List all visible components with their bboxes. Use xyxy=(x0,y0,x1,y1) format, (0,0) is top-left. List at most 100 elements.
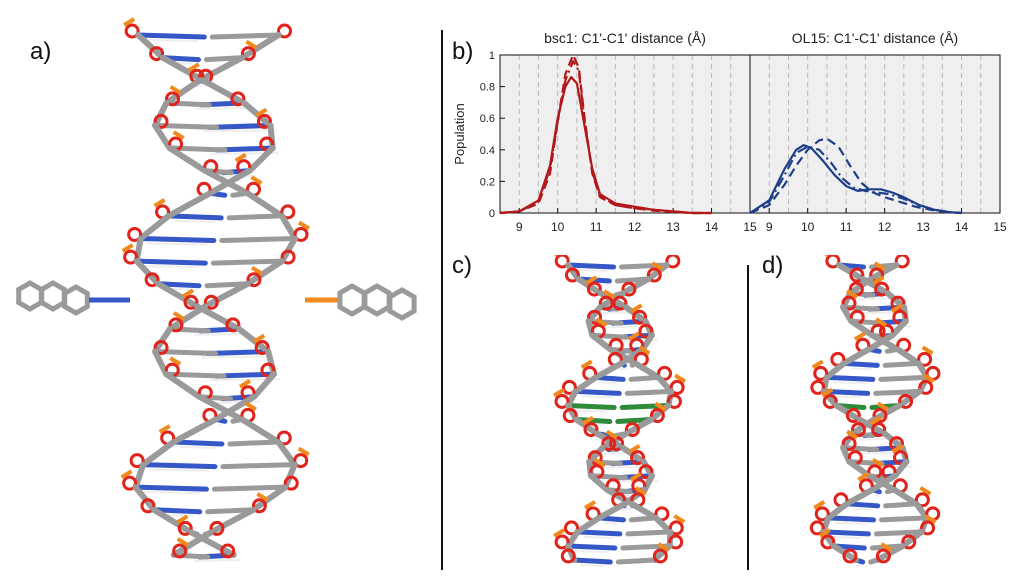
phosphate-stick xyxy=(583,500,597,510)
base-hydrogen xyxy=(193,559,240,562)
phosphate-stick xyxy=(821,387,834,398)
base-stick xyxy=(167,326,211,334)
base-hydrogen xyxy=(142,265,200,269)
phosphate-stick xyxy=(605,429,618,440)
sugar-ring xyxy=(825,255,841,269)
x-tick-label: 9 xyxy=(516,220,523,234)
base-stick xyxy=(820,529,871,537)
sugar-ring xyxy=(842,548,858,564)
plot-area xyxy=(750,55,1000,213)
phosphate-stick xyxy=(250,175,263,185)
sugar-ring xyxy=(621,281,637,297)
base-stick xyxy=(211,484,288,492)
phosphate-stick xyxy=(169,356,182,366)
base-stick xyxy=(873,388,923,396)
panel-c-dna-structure xyxy=(552,255,687,567)
phosphate-stick xyxy=(811,359,824,370)
y-tick-label: 1 xyxy=(489,50,495,62)
sugar-ring xyxy=(554,255,570,269)
aromatic-ring xyxy=(16,280,44,312)
sugar-ring xyxy=(220,543,236,559)
base-stick xyxy=(135,32,207,40)
series-line-dashed xyxy=(749,137,962,215)
base-stick xyxy=(878,374,930,382)
phosphate-stick xyxy=(244,401,257,412)
backbone-stick xyxy=(645,262,670,283)
backbone-stick xyxy=(592,360,625,381)
phosphate-stick xyxy=(176,537,189,547)
y-tick-label: 0.2 xyxy=(480,176,495,188)
base-stick xyxy=(825,515,877,523)
base-hydrogen xyxy=(194,332,245,336)
sugar-ring xyxy=(293,453,309,469)
phosphate-stick xyxy=(654,401,667,412)
backbone-stick xyxy=(865,472,898,493)
base-stick xyxy=(227,439,281,447)
sugar-ring xyxy=(630,450,646,466)
phosphate-stick xyxy=(651,261,664,271)
backbone-stick xyxy=(188,529,237,558)
base-hydrogen xyxy=(215,197,220,201)
base-stick xyxy=(210,258,285,266)
base-hydrogen xyxy=(573,409,609,413)
backbone-stick xyxy=(244,258,286,287)
panel-c-label: c) xyxy=(452,252,472,279)
sugar-ring xyxy=(632,309,648,325)
sugar-ring xyxy=(209,520,225,536)
phosphate-stick xyxy=(250,265,263,276)
sugar-ring xyxy=(562,408,578,424)
aromatic-ring xyxy=(39,280,67,312)
phosphate-stick xyxy=(553,528,566,538)
backbone-stick xyxy=(212,393,258,423)
base-hydrogen xyxy=(604,521,618,525)
y-tick-label: 0 xyxy=(489,208,495,220)
base-hydrogen xyxy=(581,395,614,399)
backbone-stick xyxy=(589,332,614,353)
vertical-divider-cd xyxy=(747,265,749,570)
phosphate-stick xyxy=(169,85,182,95)
base-hydrogen xyxy=(146,242,208,246)
phosphate-stick xyxy=(873,261,886,271)
sugar-ring xyxy=(256,113,272,129)
backbone-stick xyxy=(196,393,245,423)
sugar-ring xyxy=(260,362,276,378)
backbone-stick xyxy=(170,416,219,445)
y-tick-label: 0.6 xyxy=(480,113,495,125)
phosphate-stick xyxy=(875,317,888,327)
base-stick xyxy=(219,235,298,243)
backbone-stick xyxy=(166,145,208,174)
base-hydrogen xyxy=(216,400,261,404)
sugar-ring xyxy=(129,453,145,469)
phosphate-stick xyxy=(255,107,268,118)
sugar-ring xyxy=(652,548,668,564)
sugar-ring xyxy=(914,492,930,508)
phosphate-stick xyxy=(629,472,642,482)
sugar-ring xyxy=(203,294,219,310)
sugar-ring xyxy=(638,323,654,339)
chart-1: bsc1: C1'-C1' distance (Å)9 10 11 12 13 14 150… xyxy=(452,30,757,234)
backbone-stick xyxy=(848,318,876,339)
backbone-stick xyxy=(201,167,251,197)
chart-2: OL15: C1'-C1' distance (Å) 9 10 11 12 13 14 15 xyxy=(749,30,1007,234)
backbone-stick xyxy=(246,145,276,174)
base-hydrogen xyxy=(603,311,632,315)
sugar-ring xyxy=(177,520,193,536)
base-hydrogen xyxy=(849,367,872,371)
phosphate-stick xyxy=(158,424,171,434)
panel-d-dna-structure xyxy=(809,255,941,567)
backbone-stick xyxy=(135,32,166,61)
sugar-ring xyxy=(564,267,580,283)
sugar-ring xyxy=(251,498,267,514)
base-stick xyxy=(140,462,218,470)
helix-group xyxy=(552,255,687,567)
sugar-ring xyxy=(554,393,570,409)
phosphate-stick xyxy=(890,303,903,313)
sugar-ring xyxy=(123,249,139,265)
backbone-stick xyxy=(152,348,170,378)
sugar-ring xyxy=(122,475,138,491)
sugar-ring xyxy=(668,534,684,550)
base-stick xyxy=(624,388,674,396)
base-hydrogen xyxy=(574,269,608,272)
base-stick xyxy=(133,484,209,492)
base-hydrogen xyxy=(141,491,201,495)
